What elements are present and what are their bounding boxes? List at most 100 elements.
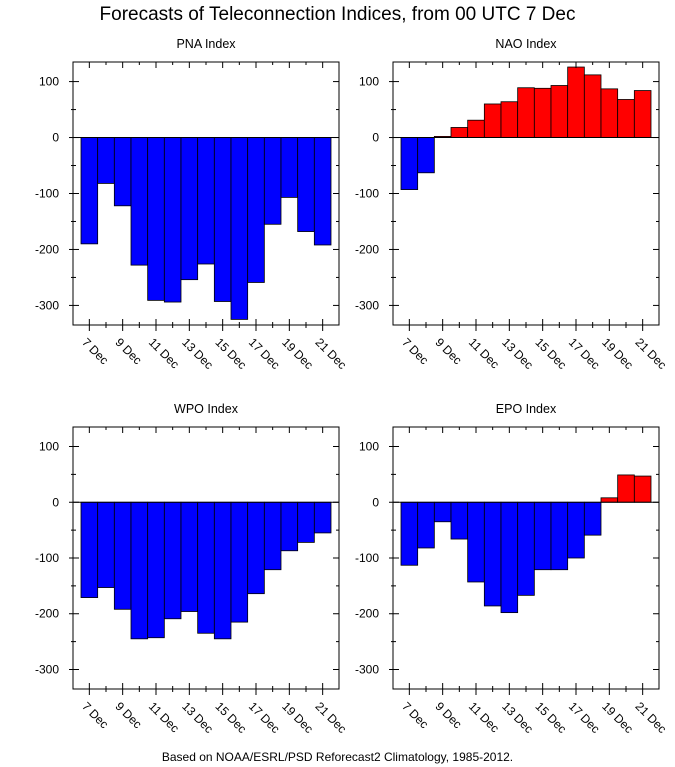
pna-bar [297,137,315,232]
epo-xtick-label: 9 Dec [433,699,465,731]
wpo-bar [147,501,165,639]
pna-bar [247,137,265,283]
wpo-ytick-label: -300 [35,662,59,676]
pna-xtick-label: 21 Dec [313,335,350,372]
nao-ytick-label: 100 [359,75,379,89]
nao-panel-title: NAO Index [495,37,557,51]
wpo-ytick-label: -200 [35,607,59,621]
epo-panel-title: EPO Index [496,402,557,416]
wpo-bar [247,501,265,595]
wpo-ytick-label: -100 [35,551,59,565]
nao-bar [533,87,552,138]
epo-xtick-label: 19 Dec [599,699,636,736]
pna-bar [147,137,165,301]
nao-ytick-label: 0 [372,131,379,145]
nao-xtick-label: 17 Dec [566,335,603,372]
epo-xtick-label: 17 Dec [566,699,603,736]
nao-bar [450,127,469,138]
epo-bar [617,474,635,503]
nao-bar [633,90,652,138]
nao-xtick-label: 15 Dec [533,335,570,372]
epo-ytick-label: -200 [355,607,379,621]
epo-bar [400,501,419,566]
nao-bar [517,87,535,138]
pna-bar [197,137,215,265]
epo-bar [567,501,585,559]
pna-bar [97,137,115,184]
pna-bar [313,137,332,246]
wpo-bar [297,501,315,543]
nao-bar [567,66,585,138]
nao-bar [483,103,502,138]
nao-bar [467,119,485,138]
pna-bar [113,137,132,207]
epo-xtick-label: 21 Dec [633,699,670,736]
epo-bar [600,497,619,503]
pna-xtick-label: 7 Dec [79,335,111,367]
wpo-panel-title: WPO Index [174,402,239,416]
nao-bar [617,99,635,138]
pna-bar [263,137,282,225]
epo-bar [467,501,485,583]
wpo-bar [113,501,132,610]
wpo-ytick-label: 0 [52,495,59,509]
pna-xtick-label: 17 Dec [246,335,283,372]
epo-bar [583,501,602,536]
epo-ytick-label: -100 [355,551,379,565]
pna-ytick-label: 100 [39,75,59,89]
pna-bar [213,137,232,302]
wpo-xtick-label: 9 Dec [113,699,145,731]
pna-panel-title: PNA Index [176,37,236,51]
wpo-bar [230,501,249,623]
pna-bar [230,137,249,320]
nao-bar [400,137,419,190]
wpo-bar [280,501,299,552]
pna-ytick-label: -100 [35,187,59,201]
nao-ytick-label: -100 [355,187,379,201]
nao-ytick-label: -200 [355,242,379,256]
pna-ytick-label: -200 [35,242,59,256]
nao-ytick-label: -300 [355,298,379,312]
epo-bar [500,501,519,614]
nao-xtick-label: 21 Dec [633,335,670,372]
main-title: Forecasts of Teleconnection Indices, fro… [99,4,576,25]
wpo-bar [213,501,232,640]
epo-bar [517,501,535,596]
pna-xtick-label: 13 Dec [179,335,216,372]
pna-bar [130,137,149,266]
wpo-bar [313,501,332,534]
wpo-xtick-label: 11 Dec [146,699,182,735]
pna-xtick-label: 19 Dec [279,335,316,372]
epo-xtick-label: 13 Dec [499,699,536,736]
wpo-xtick-label: 21 Dec [313,699,350,736]
wpo-bar [180,501,199,612]
pna-bar [280,137,299,198]
epo-xtick-label: 7 Dec [399,699,431,731]
wpo-xtick-label: 7 Dec [79,699,111,731]
footer-note: Based on NOAA/ESRL/PSD Reforecast2 Clima… [161,750,514,764]
epo-bar [433,501,452,523]
epo-ytick-label: 0 [372,495,379,509]
wpo-bar [163,501,182,620]
nao-xtick-label: 13 Dec [499,335,536,372]
epo-bar [633,475,652,503]
nao-xtick-label: 11 Dec [466,335,502,371]
wpo-bar [97,501,115,588]
wpo-xtick-label: 19 Dec [279,699,316,736]
wpo-ytick-label: 100 [39,440,59,454]
epo-bar [450,501,469,540]
nao-bar [550,85,569,138]
epo-xtick-label: 15 Dec [533,699,570,736]
pna-bar [80,137,99,245]
epo-ytick-label: 100 [359,440,379,454]
pna-xtick-label: 9 Dec [113,335,145,367]
wpo-xtick-label: 13 Dec [179,699,216,736]
epo-xtick-label: 11 Dec [466,699,502,735]
pna-bar [163,137,182,303]
nao-bar [500,101,519,138]
nao-bar [600,88,619,138]
pna-ytick-label: 0 [52,131,59,145]
wpo-bar [197,501,215,634]
nao-bar [583,74,602,138]
